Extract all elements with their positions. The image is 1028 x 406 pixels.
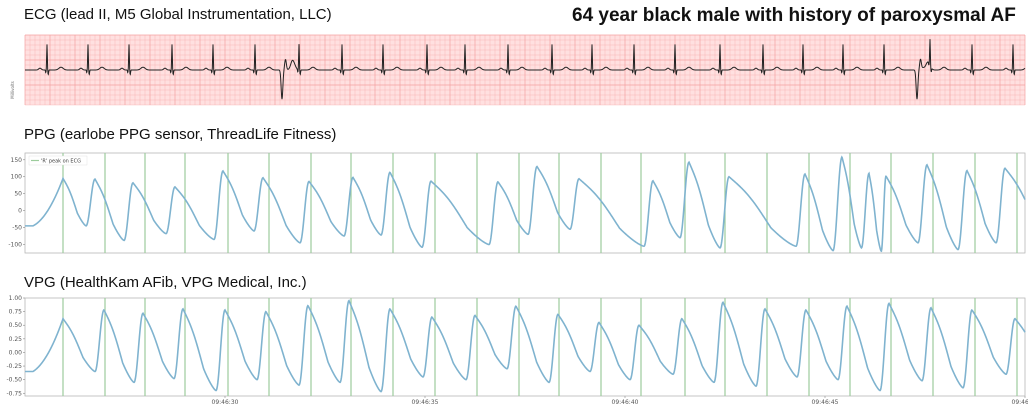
x-tick-label: 09:46:35 [412, 399, 439, 406]
vpg-plot-frame [24, 297, 1026, 397]
ecg-panel-label: ECG (lead II, M5 Global Instrumentation,… [24, 6, 332, 23]
y-tick-label: 100 [11, 174, 23, 181]
ecg-chart: Millivolts [10, 34, 1026, 106]
x-tick-label: 09:46:30 [212, 399, 239, 406]
ppg-panel-label: PPG (earlobe PPG sensor, ThreadLife Fitn… [24, 126, 337, 143]
y-tick-label: 50 [14, 191, 22, 198]
x-tick-label: 09:46:50 [1012, 399, 1028, 406]
ppg-trace [25, 155, 1026, 253]
y-tick-label: 0.25 [9, 336, 23, 343]
y-tick-label: -0.25 [6, 363, 22, 370]
y-tick-label: -100 [8, 242, 22, 249]
ecg-y-axis-label: Millivolts [10, 81, 15, 98]
y-tick-label: 1.00 [9, 295, 23, 302]
vpg-trace [25, 299, 1026, 393]
vpg-chart: 1.00 0.75 0.50 0.25 0.00 -0.25 -0.50 -0.75 09:4… [6, 295, 1028, 406]
x-tick-label: 09:46:40 [612, 399, 639, 406]
vpg-x-ticks: 09:46:30 09:46:35 09:46:40 09:46:45 09:46:50 [212, 396, 1028, 406]
vpg-r-peak-markers [62, 298, 1018, 396]
vpg-y-ticks: 1.00 0.75 0.50 0.25 0.00 -0.25 -0.50 -0.75 [6, 295, 25, 397]
ppg-legend: 'R' peak on ECG [28, 155, 88, 166]
ppg-legend-entry: 'R' peak on ECG [41, 159, 81, 165]
ppg-y-ticks: 150 100 50 0 -50 -100 [8, 157, 25, 249]
x-tick-label: 09:46:45 [812, 399, 839, 406]
vpg-panel-label: VPG (HealthKam AFib, VPG Medical, Inc.) [24, 274, 307, 291]
y-tick-label: 0 [18, 208, 22, 215]
ecg-trace [25, 39, 1026, 100]
y-tick-label: -50 [12, 225, 22, 232]
y-tick-label: 0.50 [9, 322, 23, 329]
ppg-chart: 150 100 50 0 -50 -100 'R' peak on ECG [8, 152, 1026, 254]
y-tick-label: -0.50 [6, 377, 22, 384]
y-tick-label: 150 [11, 157, 23, 164]
page-title: 64 year black male with history of parox… [572, 5, 1016, 26]
y-tick-label: 0.75 [9, 309, 23, 316]
ppg-r-peak-markers [62, 153, 1018, 253]
ppg-plot-frame [24, 152, 1026, 254]
ecg-grid [24, 34, 1026, 106]
y-tick-label: -0.75 [6, 390, 22, 397]
y-tick-label: 0.00 [9, 349, 23, 356]
